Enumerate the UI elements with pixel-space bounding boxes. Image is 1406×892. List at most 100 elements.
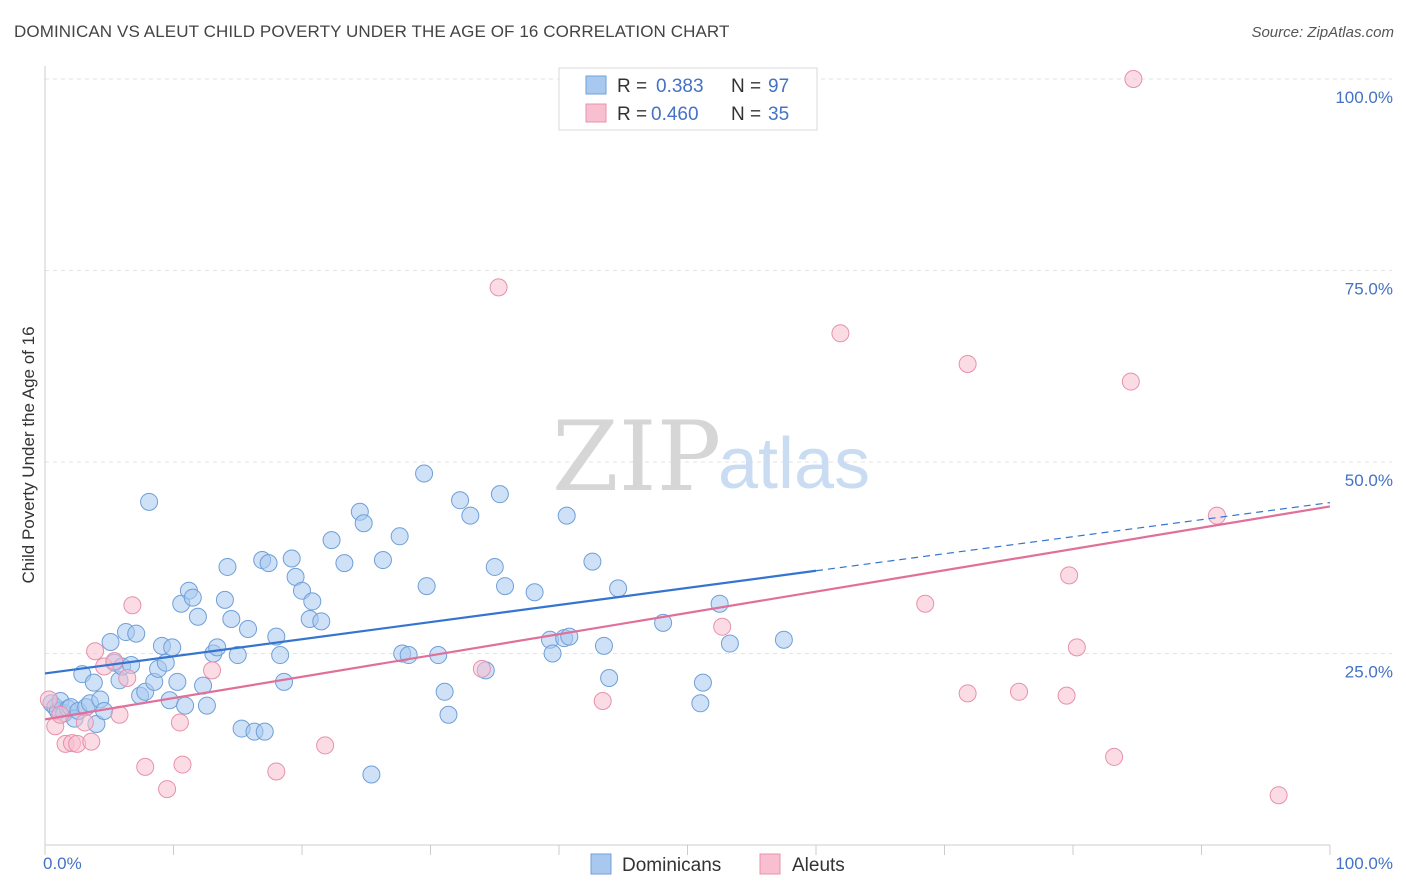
bottom-legend-label-aleuts: Aleuts [792,855,845,876]
dominican-point [303,592,322,611]
watermark: ZIP atlas [552,401,870,513]
legend-r-value-aleuts: 0.460 [651,104,699,125]
watermark-atlas: atlas [718,424,870,504]
legend: R = 0.383 N = 97 R = 0.460 N = 35 [558,67,818,131]
bottom-legend: Dominicans Aleuts [590,853,845,876]
aleut-point [267,762,286,781]
x-tick-labels: 0.0% 100.0% [43,854,1393,873]
dominican-point [490,485,509,504]
watermark-zip: ZIP [552,401,721,513]
dominican-point [720,634,739,653]
dominican-point [594,636,613,655]
dominican-point [259,554,278,573]
dominican-point [197,696,216,715]
dominican-point [543,644,562,663]
dominican-point [163,638,182,657]
dominican-point [228,646,247,665]
aleut-point [86,642,105,661]
dominican-point [451,491,470,510]
dominican-point [176,696,195,715]
aleut-point [593,691,612,710]
dominican-point [127,624,146,643]
dominican-point [609,579,628,598]
aleut-point [1207,506,1226,525]
aleut-point [316,736,335,755]
x-tick-label: 0.0% [43,854,82,873]
dominican-point [354,514,373,533]
y-tick-labels: 25.0% 50.0% 75.0% 100.0% [1335,88,1393,682]
aleut-point [123,596,142,615]
dominican-point [84,673,103,692]
dominican-point [461,506,480,525]
aleut-point [958,684,977,703]
dominican-point [140,492,159,511]
legend-r-label-2: R = [617,104,647,125]
aleut-point [136,757,155,776]
dominican-point [557,506,576,525]
axes [44,66,1331,855]
trendlines [44,502,1331,721]
legend-n-label-1: N = [731,76,761,97]
chart-title: DOMINICAN VS ALEUT CHILD POVERTY UNDER T… [14,22,730,41]
dominican-point [525,583,544,602]
dominican-point [188,607,207,626]
dominican-point [435,682,454,701]
dominican-point [312,612,331,631]
dominican-point [208,638,227,657]
bottom-legend-label-dominicans: Dominicans [622,855,721,876]
aleut-point [118,669,137,688]
dominican-point [774,630,793,649]
series-aleuts [39,70,1288,805]
dominican-point [183,588,202,607]
dominican-point [271,646,290,665]
dominican-point [218,557,237,576]
dominican-point [439,705,458,724]
legend-n-label-2: N = [731,104,761,125]
aleut-point [472,659,491,678]
aleut-point [105,652,124,671]
y-tick-label: 50.0% [1345,471,1393,490]
y-tick-label: 100.0% [1335,88,1393,107]
aleut-point [831,324,850,343]
dominican-point [600,669,619,688]
legend-r-value-dominicans: 0.383 [656,76,704,97]
y-tick-label: 25.0% [1345,663,1393,682]
legend-n-value-dominicans: 97 [768,76,789,97]
dominican-point [215,590,234,609]
dominican-point [373,551,392,570]
dominican-trendline-extension [815,502,1331,572]
dominican-point [485,557,504,576]
legend-swatch-dominicans [585,75,607,95]
aleut-point [1121,372,1140,391]
dominican-point [282,549,301,568]
aleut-point [173,755,192,774]
aleut-point [916,594,935,613]
bottom-legend-swatch-dominicans [590,853,612,875]
legend-swatch-aleuts [585,103,607,123]
y-axis-label: Child Poverty Under the Age of 16 [19,326,38,583]
gridlines [45,78,1392,654]
dominican-point [583,552,602,571]
aleut-point [1010,682,1029,701]
aleut-point [75,713,94,732]
aleut-point [158,780,177,799]
aleut-point [713,617,732,636]
dominican-trendline [44,569,817,675]
aleut-point [39,690,58,709]
aleut-point [1060,566,1079,585]
aleut-point [1057,686,1076,705]
dominican-point [255,722,274,741]
aleut-point [1067,638,1086,657]
dominican-point [335,554,354,573]
aleut-point [170,713,189,732]
dominican-point [390,527,409,546]
aleut-point [1124,70,1143,88]
dominican-point [362,765,381,784]
dominican-point [417,577,436,596]
dominican-point [415,464,434,483]
aleut-point [203,661,222,680]
bottom-legend-swatch-aleuts [759,853,781,875]
y-tick-label: 75.0% [1345,280,1393,299]
legend-n-value-aleuts: 35 [768,104,789,125]
